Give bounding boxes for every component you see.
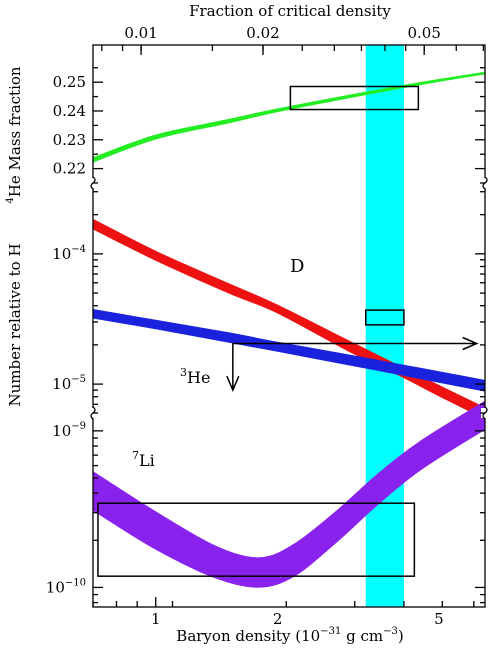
top-tick-label: 0.02 (246, 24, 279, 42)
x-tick-label: 5 (434, 610, 444, 628)
series-band-li7-7li (92, 400, 486, 588)
abundance-panel-ylabel: Number relative to H (6, 243, 24, 406)
top-tick-label: 0.01 (124, 24, 157, 42)
y-tick-label: 0.22 (53, 160, 86, 178)
he4-panel-ylabel: 4He Mass fraction (5, 66, 24, 203)
top-axis-title: Fraction of critical density (189, 2, 391, 20)
y-tick-label: 0.24 (53, 102, 86, 120)
observation-box-dhe3 (365, 309, 405, 326)
y-tick-label: 0.25 (53, 73, 86, 91)
upper-limit-arrow (226, 343, 240, 392)
lower-limit-arrow (232, 336, 479, 351)
d-series-label: D (290, 256, 304, 277)
y-tick-label: 10−9 (52, 421, 86, 440)
x-axis-title: Baryon density (10−31 g cm−3) (176, 626, 403, 645)
observed-density-band (365, 45, 404, 607)
series-band-dhe3-3he (92, 308, 486, 392)
y-tick-label: 10−5 (52, 374, 86, 393)
x-tick-label: 2 (273, 610, 283, 628)
top-tick-label: 0.05 (407, 24, 440, 42)
y-tick-label: 10−4 (52, 244, 86, 263)
series-band-he4-4he (92, 71, 486, 163)
li7-series-label: 7Li (132, 449, 155, 470)
plot-frame (92, 44, 486, 608)
observation-box-he4 (289, 85, 420, 111)
y-tick-label: 10−10 (46, 577, 86, 596)
y-tick-label: 0.23 (53, 131, 86, 149)
he3-series-label: 3He (180, 366, 210, 387)
x-tick-label: 1 (151, 610, 161, 628)
series-band-dhe3-d (92, 218, 486, 420)
